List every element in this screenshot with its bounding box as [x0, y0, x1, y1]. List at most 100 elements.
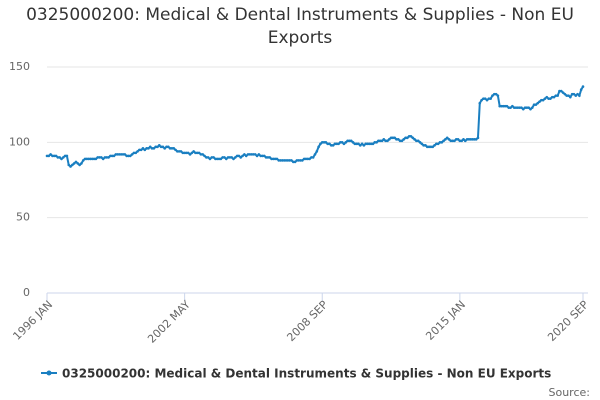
- point: [569, 95, 572, 99]
- point: [52, 154, 56, 158]
- point: [529, 107, 532, 111]
- point: [194, 151, 197, 155]
- point: [476, 136, 480, 140]
- point: [447, 138, 451, 141]
- point: [353, 142, 357, 146]
- point: [496, 94, 500, 97]
- point: [197, 151, 201, 155]
- point: [478, 101, 482, 105]
- point: [243, 153, 246, 156]
- point: [355, 142, 358, 146]
- point: [67, 163, 71, 167]
- point: [177, 150, 181, 153]
- point: [360, 142, 364, 146]
- point: [125, 154, 128, 158]
- point: [315, 150, 319, 153]
- point: [264, 156, 268, 159]
- point: [425, 145, 429, 149]
- point: [576, 92, 579, 96]
- point: [460, 139, 463, 143]
- point: [382, 138, 386, 141]
- point: [395, 138, 398, 141]
- x-tick-label: 1996 JAN: [10, 298, 55, 343]
- point: [65, 154, 69, 158]
- point: [369, 142, 373, 146]
- point: [215, 157, 219, 161]
- point: [235, 154, 239, 158]
- point: [223, 156, 226, 159]
- point: [380, 139, 384, 143]
- point: [570, 92, 574, 96]
- point: [503, 104, 507, 108]
- point: [262, 154, 266, 158]
- point: [201, 153, 205, 156]
- point: [132, 151, 136, 155]
- point: [469, 138, 473, 141]
- point: [491, 94, 494, 97]
- point: [581, 85, 585, 88]
- point: [416, 139, 420, 143]
- point: [579, 88, 583, 91]
- point: [76, 162, 80, 165]
- point: [563, 92, 567, 96]
- point: [324, 141, 328, 144]
- point: [378, 139, 382, 143]
- point: [221, 156, 224, 159]
- point: [368, 142, 371, 146]
- point: [320, 141, 324, 144]
- point: [552, 95, 556, 99]
- point: [322, 141, 326, 144]
- point: [205, 156, 208, 159]
- point: [192, 150, 195, 153]
- point: [239, 156, 243, 159]
- point: [134, 151, 138, 155]
- y-tick-label: 0: [23, 286, 30, 299]
- point: [306, 157, 310, 161]
- point: [530, 106, 534, 109]
- point: [154, 145, 157, 149]
- point: [210, 156, 214, 159]
- point: [105, 156, 109, 159]
- legend-marker: [46, 370, 52, 376]
- point: [284, 159, 288, 162]
- point: [252, 153, 255, 156]
- point: [217, 157, 221, 161]
- point: [103, 156, 107, 159]
- point: [293, 160, 297, 164]
- point: [411, 136, 415, 140]
- point: [406, 136, 409, 140]
- point: [462, 138, 465, 141]
- point: [319, 142, 322, 146]
- point: [440, 141, 444, 144]
- point: [114, 153, 118, 156]
- point: [543, 97, 547, 100]
- point: [163, 147, 167, 150]
- point: [456, 138, 460, 141]
- point: [69, 165, 72, 168]
- point: [561, 91, 565, 94]
- point: [98, 156, 101, 159]
- point: [463, 139, 467, 143]
- point: [281, 159, 284, 162]
- point: [449, 139, 453, 143]
- point: [74, 160, 78, 164]
- point: [402, 138, 406, 141]
- point: [492, 92, 496, 96]
- point: [248, 153, 252, 156]
- point: [141, 147, 145, 150]
- point: [536, 101, 540, 105]
- point: [558, 89, 561, 93]
- point: [83, 157, 87, 161]
- point: [224, 157, 228, 161]
- point: [286, 159, 290, 162]
- point: [127, 154, 130, 158]
- point: [489, 97, 492, 100]
- point: [342, 142, 346, 146]
- point: [237, 154, 241, 158]
- point: [121, 153, 125, 156]
- point: [480, 98, 483, 102]
- point: [112, 154, 116, 158]
- point: [157, 144, 161, 147]
- point: [453, 139, 456, 143]
